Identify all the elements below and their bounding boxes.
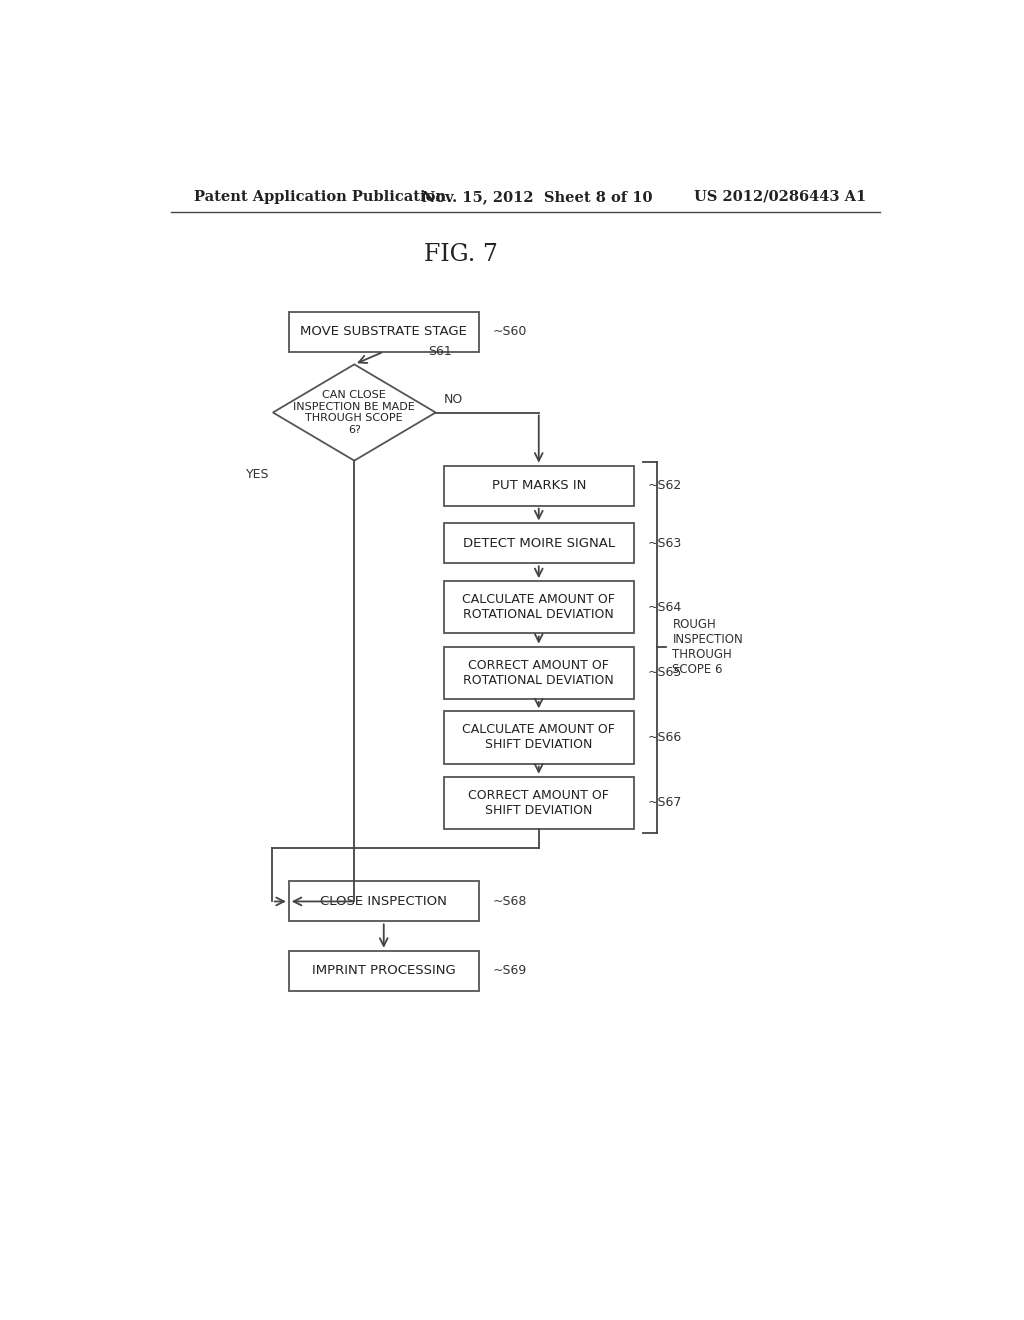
Text: IMPRINT PROCESSING: IMPRINT PROCESSING	[312, 964, 456, 977]
Text: CORRECT AMOUNT OF
ROTATIONAL DEVIATION: CORRECT AMOUNT OF ROTATIONAL DEVIATION	[464, 659, 614, 686]
Text: MOVE SUBSTRATE STAGE: MOVE SUBSTRATE STAGE	[300, 325, 467, 338]
Text: Patent Application Publication: Patent Application Publication	[194, 190, 445, 203]
FancyBboxPatch shape	[443, 776, 634, 829]
Text: DETECT MOIRE SIGNAL: DETECT MOIRE SIGNAL	[463, 537, 614, 550]
FancyBboxPatch shape	[443, 647, 634, 700]
FancyBboxPatch shape	[443, 581, 634, 634]
Text: ~S68: ~S68	[493, 895, 527, 908]
Text: CALCULATE AMOUNT OF
ROTATIONAL DEVIATION: CALCULATE AMOUNT OF ROTATIONAL DEVIATION	[462, 593, 615, 622]
Text: ~S65: ~S65	[647, 667, 682, 680]
Text: ~S67: ~S67	[647, 796, 682, 809]
Text: ~S66: ~S66	[647, 731, 682, 744]
Text: ~S63: ~S63	[647, 537, 682, 550]
Text: FIG. 7: FIG. 7	[424, 243, 499, 267]
FancyBboxPatch shape	[289, 950, 478, 991]
Text: YES: YES	[246, 469, 269, 482]
Text: ~S64: ~S64	[647, 601, 682, 614]
Text: CORRECT AMOUNT OF
SHIFT DEVIATION: CORRECT AMOUNT OF SHIFT DEVIATION	[468, 789, 609, 817]
Text: ~S69: ~S69	[493, 964, 527, 977]
Text: Nov. 15, 2012  Sheet 8 of 10: Nov. 15, 2012 Sheet 8 of 10	[423, 190, 653, 203]
Text: ~S62: ~S62	[647, 479, 682, 492]
Text: ROUGH
INSPECTION
THROUGH
SCOPE 6: ROUGH INSPECTION THROUGH SCOPE 6	[673, 618, 743, 676]
Text: CLOSE INSPECTION: CLOSE INSPECTION	[321, 895, 447, 908]
Text: NO: NO	[443, 393, 463, 407]
FancyBboxPatch shape	[443, 524, 634, 564]
Text: CALCULATE AMOUNT OF
SHIFT DEVIATION: CALCULATE AMOUNT OF SHIFT DEVIATION	[462, 723, 615, 751]
FancyBboxPatch shape	[443, 711, 634, 763]
Polygon shape	[273, 364, 435, 461]
FancyBboxPatch shape	[289, 312, 478, 351]
FancyBboxPatch shape	[443, 466, 634, 506]
Text: PUT MARKS IN: PUT MARKS IN	[492, 479, 586, 492]
Text: S61: S61	[428, 346, 452, 358]
Text: CAN CLOSE
INSPECTION BE MADE
THROUGH SCOPE
6?: CAN CLOSE INSPECTION BE MADE THROUGH SCO…	[294, 391, 415, 434]
FancyBboxPatch shape	[289, 882, 478, 921]
Text: ~S60: ~S60	[493, 325, 527, 338]
Text: US 2012/0286443 A1: US 2012/0286443 A1	[693, 190, 866, 203]
